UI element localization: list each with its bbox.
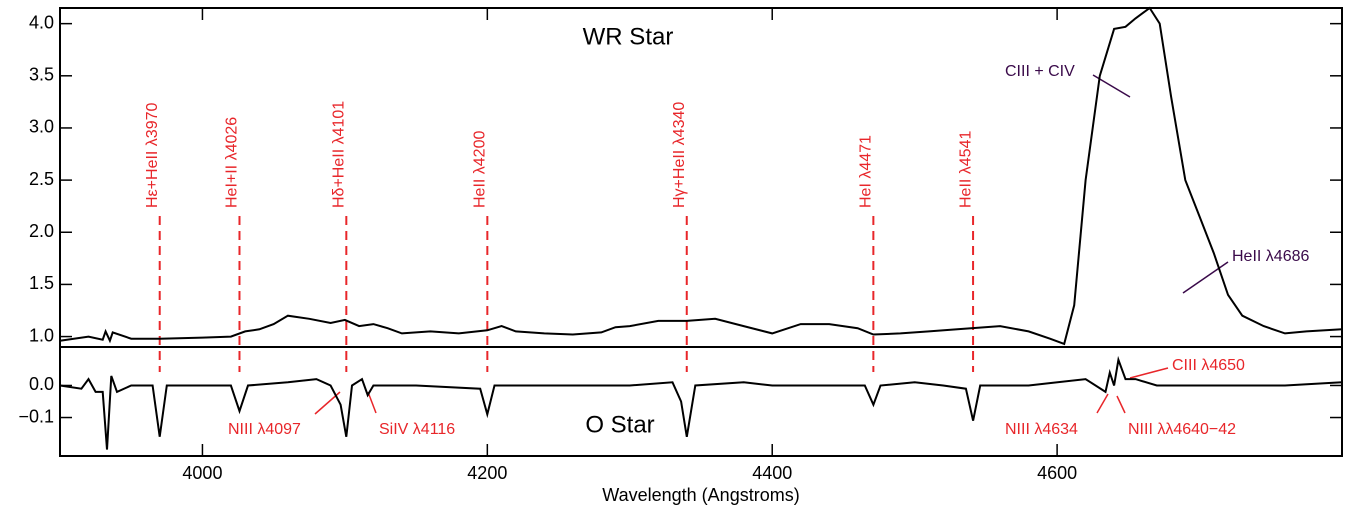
annotation: HeII λ4200	[472, 131, 489, 208]
annotation: CIII λ4650	[1172, 357, 1245, 374]
x-tick-label: 4400	[752, 463, 792, 483]
x-tick-label: 4000	[182, 463, 222, 483]
annotation: NIII λλ4640−42	[1128, 421, 1236, 438]
y-tick-label: 2.0	[29, 221, 54, 241]
annotation: NIII λ4097	[228, 421, 301, 438]
annotation: HeII λ4686	[1232, 248, 1309, 265]
leader-line	[367, 391, 377, 414]
y-tick-label: 3.0	[29, 117, 54, 137]
annotation: HeII λ4541	[957, 131, 974, 208]
leader-line	[1129, 367, 1169, 379]
panel-frame	[59, 7, 1343, 348]
y-tick-label: 0.0	[29, 374, 54, 394]
y-tick-label: 1.0	[29, 325, 54, 345]
x-tick-label: 4600	[1037, 463, 1077, 483]
x-tick-label: 4200	[467, 463, 507, 483]
y-tick-label: 3.5	[29, 65, 54, 85]
annotation: Hγ+HeII λ4340	[671, 102, 688, 208]
panel-label: O Star	[585, 411, 654, 438]
panel-label: WR Star	[583, 23, 674, 50]
annotation: SiIV λ4116	[379, 421, 455, 438]
annotation: HeI+II λ4026	[224, 117, 241, 208]
spectrum-line	[59, 6, 1343, 346]
y-tick-label: −0.1	[18, 406, 54, 426]
leader-line	[1182, 261, 1229, 294]
leader-line	[1096, 393, 1109, 414]
annotation: CIII + CIV	[1005, 63, 1075, 80]
spectrum-line	[59, 355, 1343, 450]
annotation: Hε+HeII λ3970	[144, 102, 161, 208]
panel-frame	[59, 346, 1343, 457]
x-axis-label: Wavelength (Angstroms)	[602, 485, 799, 505]
annotation: NIII λ4634	[1005, 421, 1078, 438]
y-tick-label: 1.5	[29, 273, 54, 293]
annotation: Hδ+HeII λ4101	[331, 101, 348, 208]
y-tick-label: 4.0	[29, 12, 54, 32]
y-tick-label: 2.5	[29, 169, 54, 189]
annotation: HeI λ4471	[858, 135, 875, 208]
leader-line	[1116, 395, 1126, 414]
